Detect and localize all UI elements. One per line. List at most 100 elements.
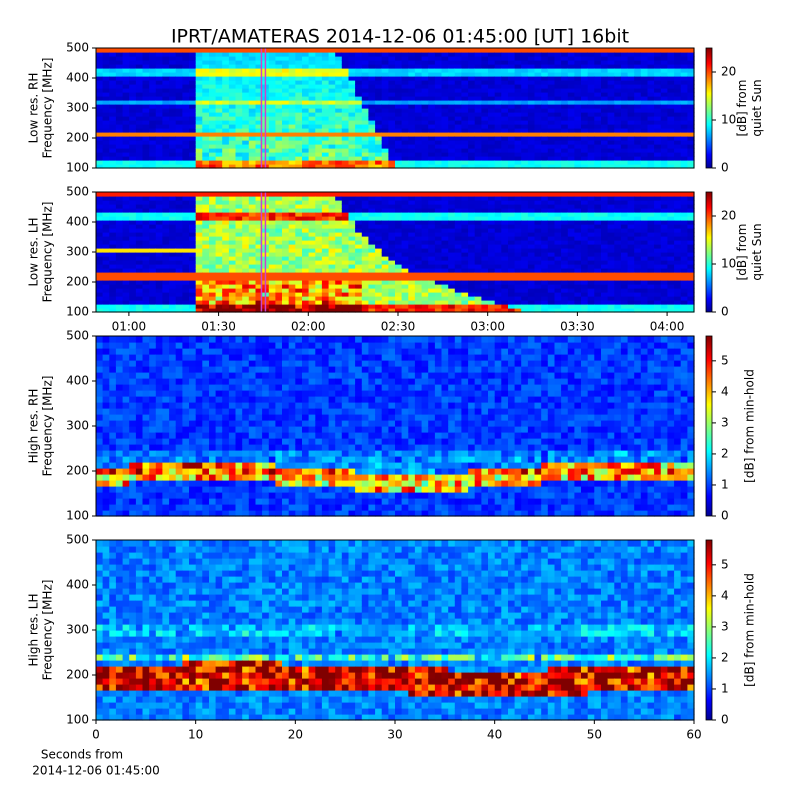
spectrogram-cell <box>441 108 449 113</box>
spectrogram-cell <box>395 240 403 245</box>
spectrogram-cell <box>275 140 283 145</box>
spectrogram-cell <box>534 296 542 301</box>
spectrogram-cell <box>282 76 290 81</box>
spectrogram-cell <box>388 72 396 77</box>
spectrogram-cell <box>109 304 117 309</box>
spectrogram-cell <box>494 260 502 265</box>
spectrogram-cell <box>401 288 409 293</box>
spectrogram-cell <box>189 148 197 153</box>
spectrogram-cell <box>654 84 662 89</box>
spectrogram-cell <box>215 232 223 237</box>
spectrogram-cell <box>667 148 675 153</box>
spectrogram-cell <box>321 120 330 125</box>
spectrogram-cell <box>275 144 283 149</box>
spectrogram-cell <box>428 280 436 285</box>
spectrogram-cell <box>414 108 423 113</box>
spectrogram-cell <box>282 84 290 89</box>
spectrogram-cell <box>421 228 429 233</box>
spectrogram-cell <box>408 160 416 165</box>
spectrogram-cell <box>680 72 688 77</box>
spectrogram-cell <box>468 96 476 101</box>
spectrogram-cell <box>222 56 230 61</box>
spectrogram-cell <box>308 132 316 137</box>
spectrogram-cell <box>122 84 130 89</box>
spectrogram-cell <box>288 72 296 77</box>
spectrogram-cell <box>494 68 502 73</box>
spectrogram-cell <box>162 252 170 257</box>
spectrogram-cell <box>96 284 104 289</box>
spectrogram-cell <box>521 248 529 253</box>
spectrogram-cell <box>228 120 237 125</box>
spectrogram <box>96 48 695 169</box>
spectrogram-cell <box>341 240 349 245</box>
spectrogram-cell <box>248 152 256 157</box>
spectrogram-cell <box>640 104 648 109</box>
spectrogram-cell <box>521 160 529 165</box>
spectrogram-cell <box>640 64 648 69</box>
spectrogram-cell <box>255 232 263 237</box>
spectrogram-cell <box>488 164 496 169</box>
spectrogram-cell <box>680 96 688 101</box>
spectrogram-cell <box>288 296 296 301</box>
spectrogram-cell <box>594 116 602 121</box>
spectrogram-cell <box>195 248 203 253</box>
spectrogram-cell <box>554 148 562 153</box>
spectrogram-cell <box>169 240 177 245</box>
spectrogram-cell <box>282 212 290 217</box>
spectrogram-cell <box>614 64 622 69</box>
spectrogram-cell <box>195 68 203 73</box>
spectrogram-cell <box>242 268 250 273</box>
spectrogram-cell <box>421 232 429 237</box>
spectrogram-cell <box>209 48 217 53</box>
spectrogram-cell <box>149 160 157 165</box>
spectrogram-cell <box>295 224 303 229</box>
spectrogram-cell <box>534 52 542 57</box>
spectrogram-cell <box>421 128 429 133</box>
spectrogram-cell <box>448 140 456 145</box>
spectrogram-cell <box>202 136 210 141</box>
spectrogram-cell <box>381 60 389 65</box>
spectrogram-cell <box>228 164 237 169</box>
spectrogram-cell <box>335 124 343 129</box>
spectrogram-cell <box>494 264 502 269</box>
spectrogram-cell <box>255 160 263 165</box>
spectrogram-cell <box>302 60 310 65</box>
spectrogram-cell <box>474 52 482 57</box>
spectrogram-cell <box>680 88 688 93</box>
spectrogram-cell <box>434 72 443 77</box>
spectrogram-cell <box>235 112 243 117</box>
spectrogram-cell <box>175 140 183 145</box>
spectrogram-cell <box>607 84 615 89</box>
spectrogram-cell <box>215 144 223 149</box>
spectrogram-cell <box>594 128 602 133</box>
spectrogram-cell <box>428 152 436 157</box>
spectrogram-cell <box>295 100 303 105</box>
spectrogram-cell <box>494 248 502 253</box>
spectrogram-cell <box>408 268 416 273</box>
spectrogram-cell <box>222 264 230 269</box>
spectrogram-cell <box>461 148 469 153</box>
spectrogram-cell <box>660 136 668 141</box>
spectrogram-cell <box>315 160 323 165</box>
spectrogram-cell <box>461 284 469 289</box>
spectrogram-cell <box>288 76 296 81</box>
spectrogram-cell <box>288 264 296 269</box>
spectrogram-cell <box>454 196 462 201</box>
spectrogram-cell <box>534 88 542 93</box>
spectrogram-cell <box>96 256 104 261</box>
spectrogram-cell <box>129 292 137 297</box>
spectrogram-cell <box>401 160 409 165</box>
spectrogram-cell <box>135 120 144 125</box>
spectrogram-cell <box>454 300 462 305</box>
spectrogram-cell <box>468 248 476 253</box>
spectrogram-cell <box>96 196 104 201</box>
spectrogram-cell <box>601 84 609 89</box>
spectrogram-cell <box>434 280 443 285</box>
spectrogram-cell <box>534 68 542 73</box>
spectrogram-cell <box>308 112 316 117</box>
spectrogram-cell <box>255 268 263 273</box>
spectrogram-cell <box>162 268 170 273</box>
spectrogram-cell <box>155 64 163 69</box>
spectrogram-cell <box>461 204 469 209</box>
spectrogram-cell <box>634 152 642 157</box>
